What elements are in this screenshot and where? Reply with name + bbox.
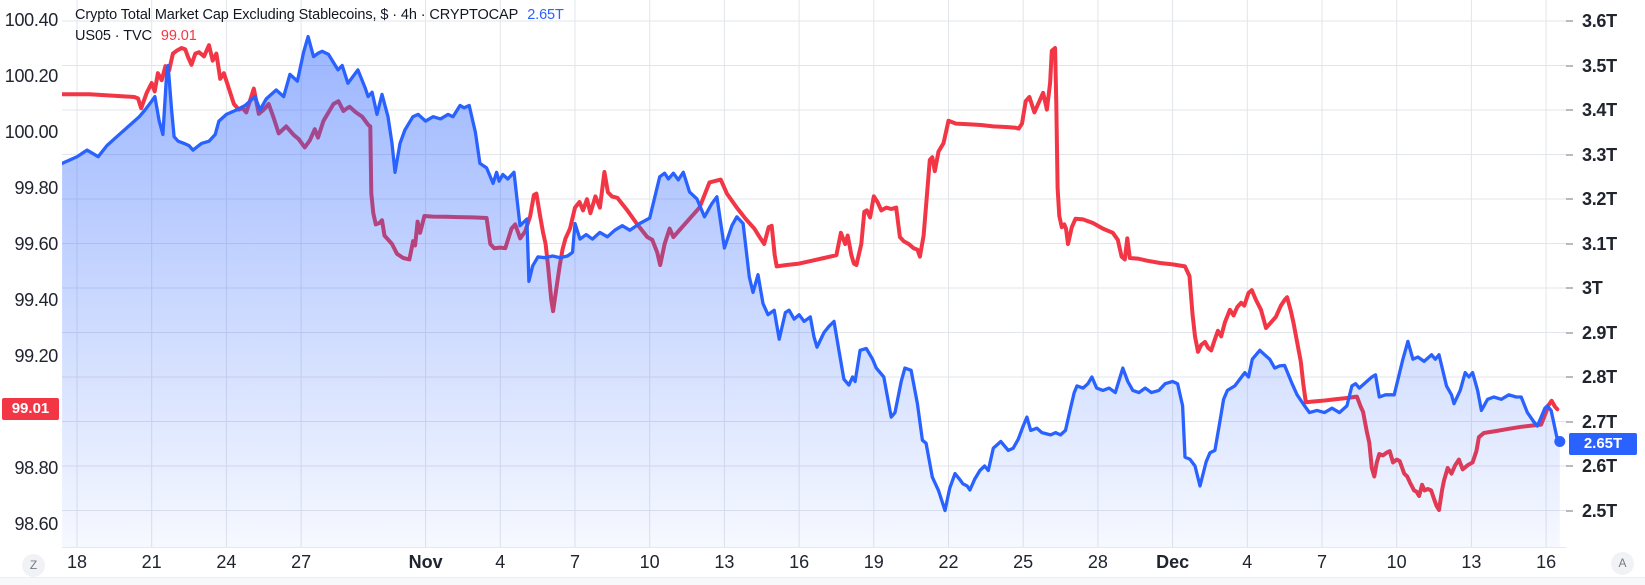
right-axis-label: 2.6T — [1582, 456, 1617, 476]
right-axis-tick — [1566, 287, 1573, 289]
time-axis-label: 10 — [1386, 552, 1407, 572]
left-axis-label: 100.00 — [4, 122, 59, 142]
cryptocap-last-value: 2.65T — [527, 6, 564, 23]
right-axis-tick — [1566, 331, 1573, 334]
right-axis-label: 3.4T — [1582, 100, 1617, 120]
left-axis-label: 99.20 — [14, 346, 58, 366]
time-axis-label: 18 — [66, 552, 88, 572]
right-axis-tick — [1566, 20, 1573, 22]
right-axis-tick — [1566, 198, 1573, 200]
time-axis-label: 28 — [1087, 552, 1108, 572]
right-axis-label: 3.1T — [1582, 233, 1617, 254]
time-axis-label: 24 — [216, 552, 237, 572]
right-axis-tick — [1566, 376, 1573, 378]
time-axis-label: 25 — [1013, 552, 1034, 572]
time-axis-label: 7 — [1316, 552, 1327, 572]
right-axis-label: 3.3T — [1582, 144, 1617, 165]
time-axis-label: 7 — [569, 552, 580, 572]
auto-scale-button[interactable]: A — [1611, 552, 1634, 575]
time-axis-label: Nov — [408, 552, 443, 572]
legend-row-cryptocap[interactable]: Crypto Total Market Cap Excluding Stable… — [75, 4, 564, 25]
left-axis-label: 99.40 — [14, 290, 58, 310]
time-axis-label: 4 — [1242, 552, 1253, 572]
time-axis-label: 16 — [1536, 552, 1557, 572]
right-axis-label: 3.6T — [1582, 11, 1617, 31]
chart-legend: Crypto Total Market Cap Excluding Stable… — [75, 4, 564, 46]
us05-last-price-badge: 99.01 — [2, 398, 59, 421]
right-axis-label: 2.7T — [1582, 411, 1617, 432]
us05-symbol-title: US05 · TVC — [75, 27, 152, 44]
left-axis-label: 99.60 — [14, 234, 58, 254]
right-axis-tick — [1566, 465, 1573, 467]
left-axis-label: 98.60 — [14, 514, 58, 534]
right-axis-tick — [1566, 420, 1573, 423]
right-axis-tick — [1566, 153, 1573, 156]
right-axis-label: 2.9T — [1582, 322, 1617, 343]
left-axis-label: 100.40 — [4, 10, 59, 30]
time-axis-label: 19 — [863, 552, 884, 572]
chart-pane[interactable] — [62, 0, 1566, 548]
right-axis-tick — [1566, 64, 1573, 67]
us05-last-value: 99.01 — [160, 27, 197, 44]
marketcap-last-price-badge: 2.65T — [1569, 432, 1637, 455]
time-axis-label: 13 — [714, 552, 735, 572]
left-axis-label: 100.20 — [4, 66, 59, 86]
time-axis-label: 22 — [938, 552, 959, 572]
right-axis-tick — [1566, 109, 1573, 111]
price-chart-canvas[interactable] — [62, 0, 1566, 548]
time-axis-label: 4 — [495, 552, 506, 572]
right-axis-label: 2.5T — [1582, 500, 1617, 521]
time-axis[interactable]: 18 21 24 27 Nov 4 7 10 13 16 19 22 25 28 Dec 4 7 10 13 16 — [0, 548, 1645, 577]
right-axis-label: 2.8T — [1582, 367, 1617, 387]
cryptocap-symbol-title: Crypto Total Market Cap Excluding Stable… — [75, 6, 519, 23]
time-axis-label: 16 — [789, 552, 810, 572]
right-axis-label: 3T — [1582, 278, 1603, 298]
time-axis-label: Dec — [1156, 552, 1190, 572]
right-axis-label: 3.2T — [1582, 189, 1617, 209]
left-price-axis[interactable]: 99.01 100.40 100.20 100.00 99.80 99.60 99.40 9… — [0, 0, 62, 548]
right-axis-tick — [1566, 509, 1573, 512]
time-axis-label: 10 — [639, 552, 660, 572]
time-axis-label: 21 — [141, 552, 162, 572]
z-corner-button[interactable]: Z — [22, 554, 45, 577]
pane-separator — [0, 547, 1645, 548]
time-axis-label: 13 — [1461, 552, 1482, 572]
bottom-toolbar-strip — [0, 577, 1645, 585]
legend-row-us05[interactable]: US05 · TVC 99.01 — [75, 25, 564, 46]
left-axis-label: 99.80 — [14, 178, 58, 198]
right-price-axis[interactable]: 2.65T 3.6T 3.5T 3.4T 3.3T 3.2T 3.1T 3T 2.9T 2.8T… — [1566, 0, 1645, 548]
left-axis-label: 98.80 — [14, 458, 58, 478]
time-axis-label: 27 — [291, 552, 312, 572]
right-axis-label: 3.5T — [1582, 55, 1617, 76]
right-axis-tick — [1566, 242, 1573, 245]
